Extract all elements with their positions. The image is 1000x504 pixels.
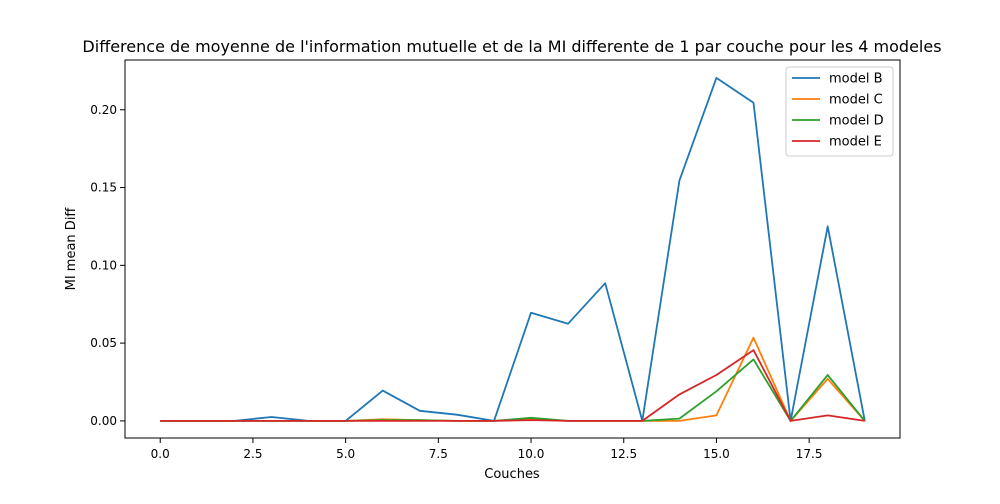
plot-frame <box>124 59 901 439</box>
y-tick-label: 0.15 <box>90 181 117 195</box>
x-tick-label: 2.5 <box>243 447 262 461</box>
y-tick-label: 0.00 <box>90 414 117 428</box>
x-tick-label: 12.5 <box>610 447 637 461</box>
y-tick-label: 0.10 <box>90 258 117 272</box>
x-axis-label: Couches <box>484 467 540 482</box>
legend-label: model C <box>829 93 883 108</box>
legend-label: model D <box>829 114 884 129</box>
legend: model B model C model D model E <box>785 66 894 157</box>
plot-area <box>125 60 900 438</box>
x-tick-label: 5.0 <box>336 447 355 461</box>
series-line-model-b <box>160 77 866 422</box>
y-tick-label: 0.05 <box>90 336 117 350</box>
x-axis: 0.0 2.5 5.0 7.5 10.0 12.5 15.0 17.5 <box>151 438 823 461</box>
x-tick-label: 7.5 <box>429 447 448 461</box>
legend-box <box>785 66 894 157</box>
legend-label: model E <box>829 135 882 150</box>
x-tick-label: 10.0 <box>518 447 545 461</box>
chart-title: Difference de moyenne de l'information m… <box>82 37 941 56</box>
x-tick-label: 15.0 <box>703 447 730 461</box>
y-axis: 0.00 0.05 0.10 0.15 0.20 <box>90 103 125 428</box>
legend-label: model B <box>829 72 883 87</box>
x-tick-label: 0.0 <box>151 447 170 461</box>
series-line-model-e <box>160 349 865 422</box>
series-layer <box>160 77 866 422</box>
x-tick-label: 17.5 <box>796 447 823 461</box>
y-axis-label: MI mean Diff <box>64 207 79 291</box>
y-tick-label: 0.20 <box>90 103 117 117</box>
